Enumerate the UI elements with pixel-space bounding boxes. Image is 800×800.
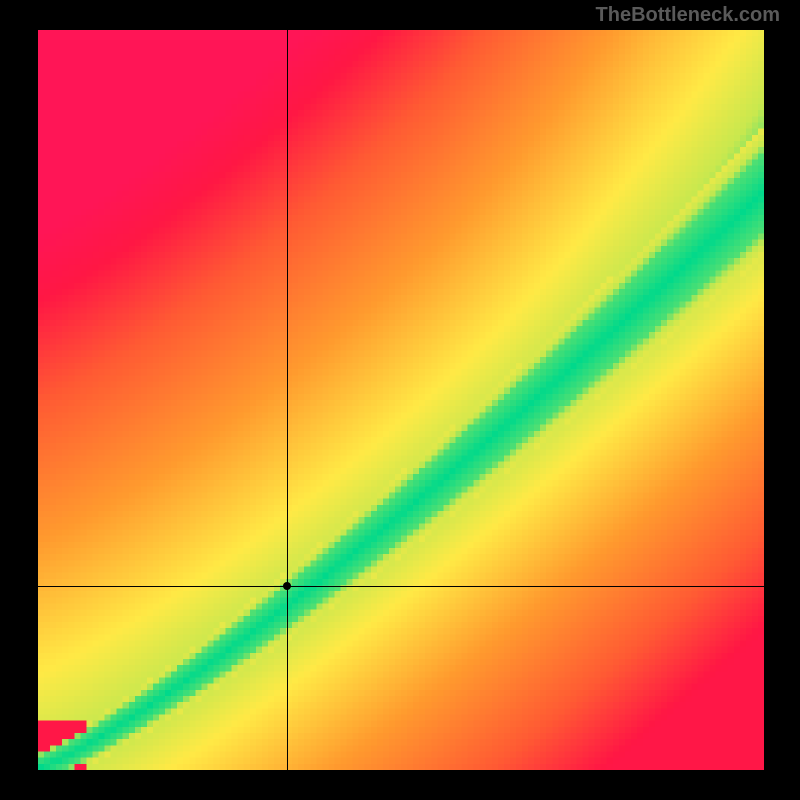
- crosshair-marker: [283, 582, 291, 590]
- crosshair-vertical: [287, 30, 288, 770]
- crosshair-horizontal: [38, 586, 764, 587]
- heatmap-plot: [38, 30, 764, 770]
- heatmap-canvas: [38, 30, 764, 770]
- watermark-text: TheBottleneck.com: [596, 4, 780, 27]
